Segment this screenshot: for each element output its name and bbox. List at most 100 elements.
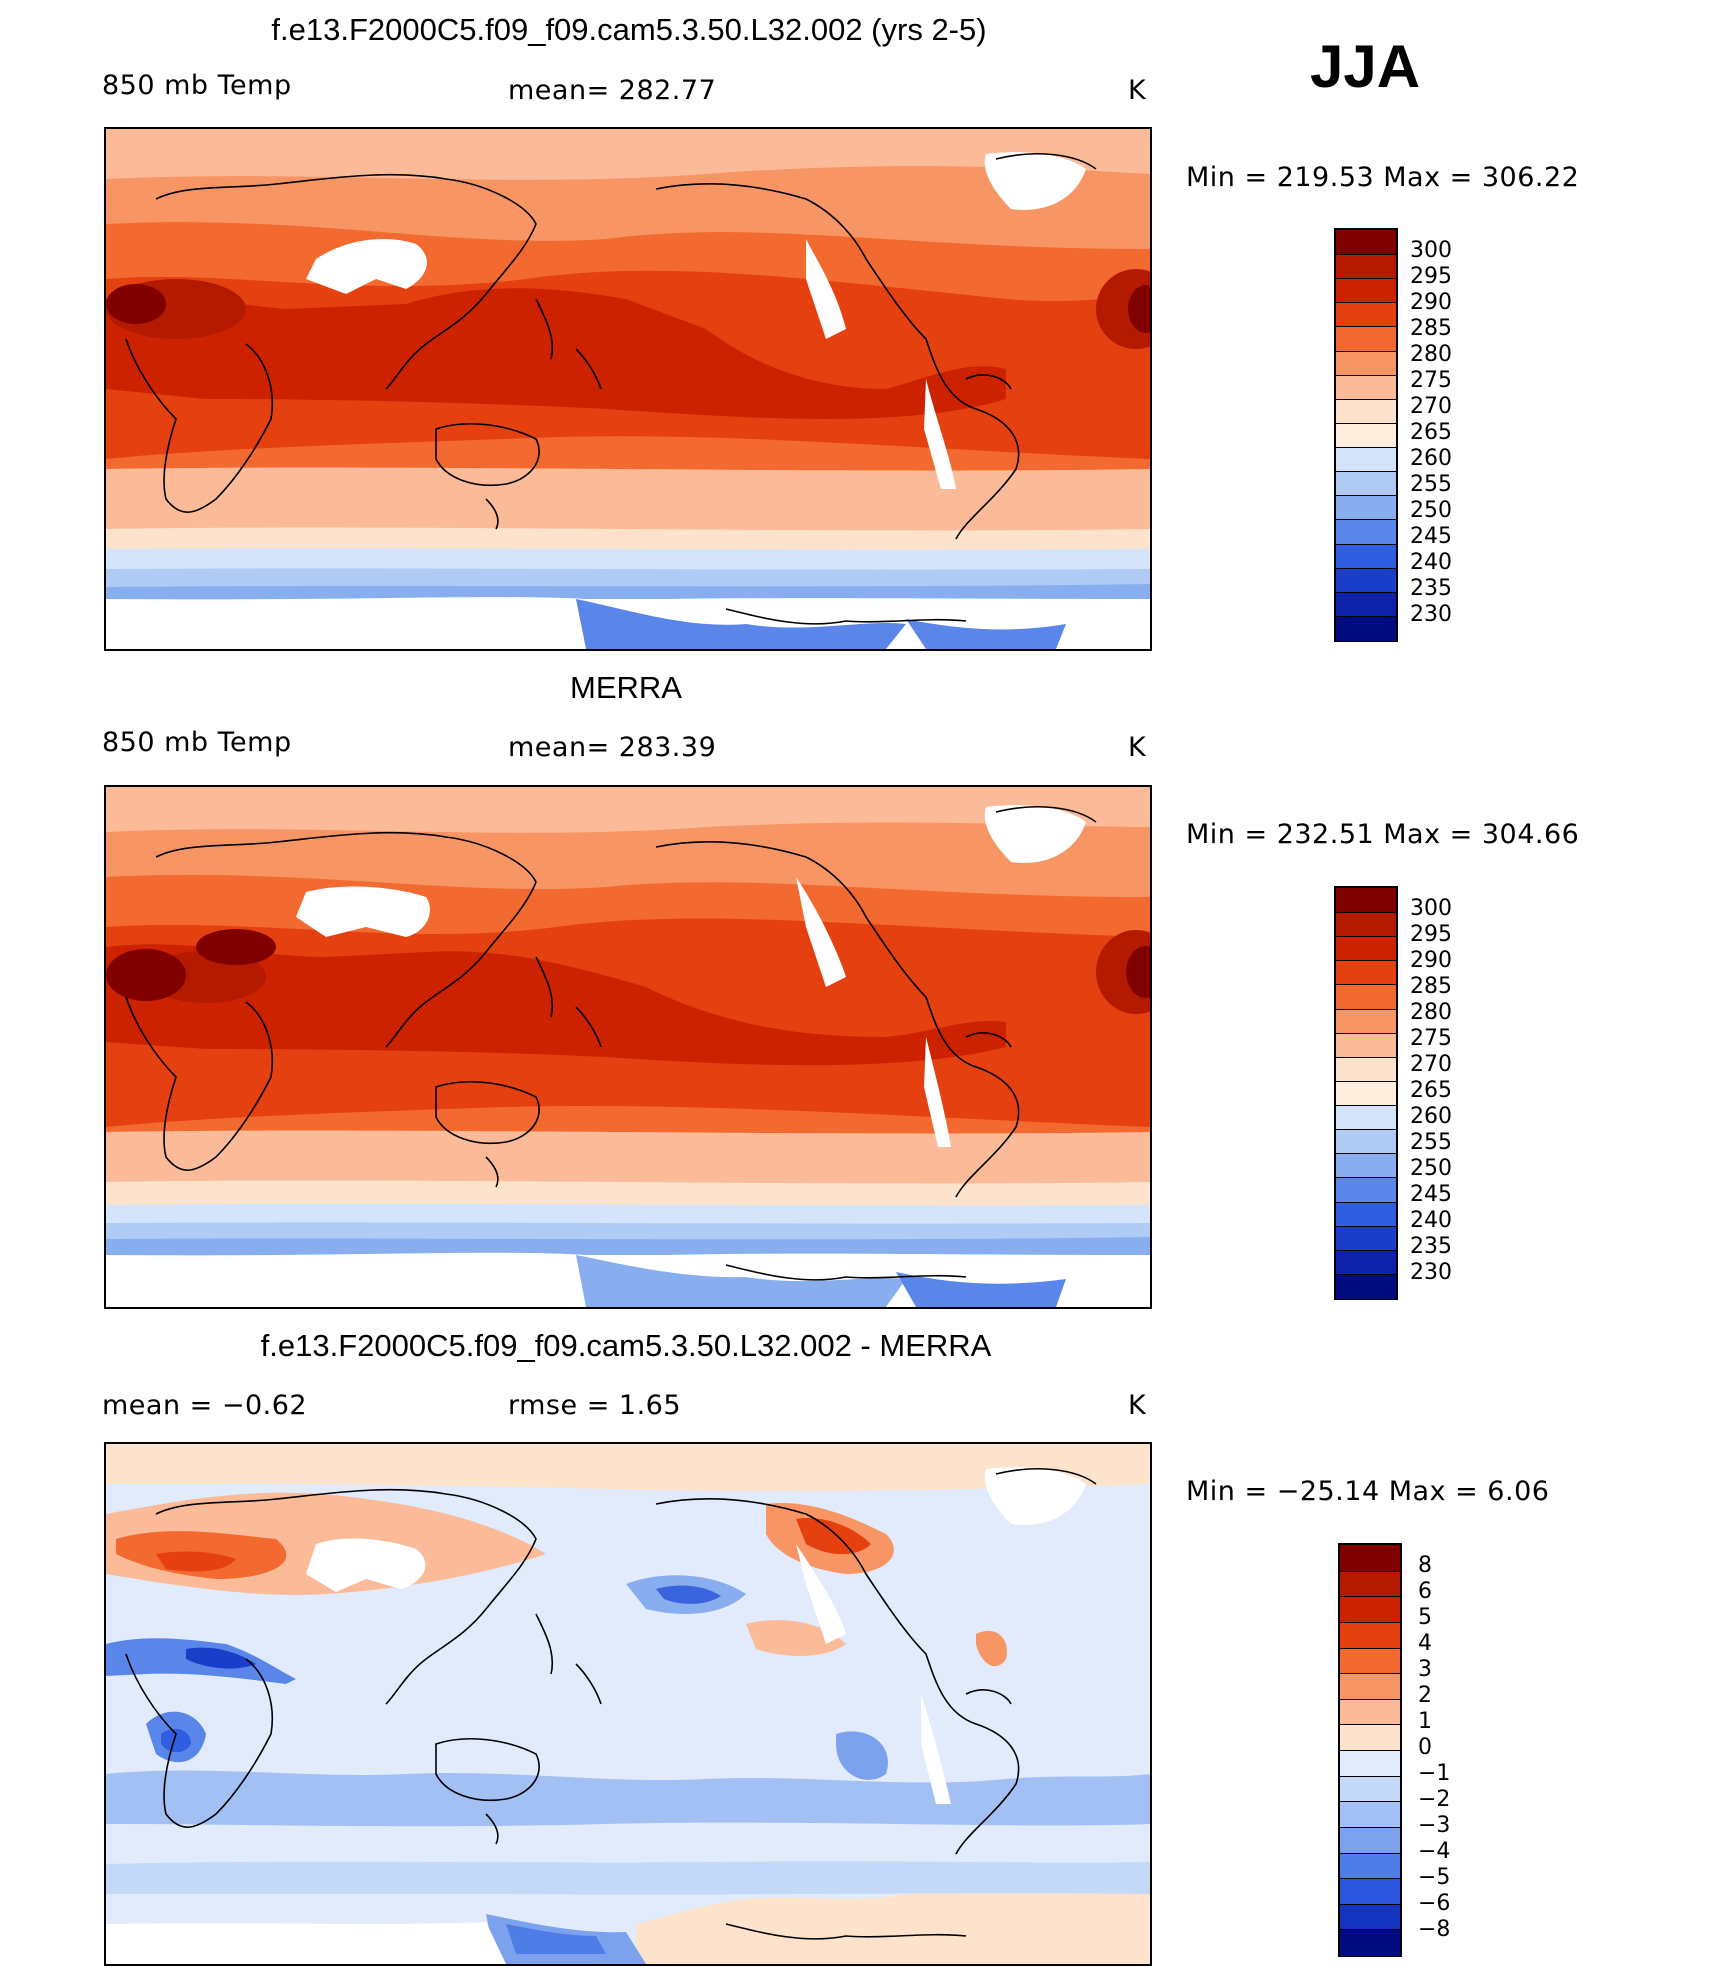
colorbar-swatch	[1336, 447, 1396, 473]
panel-model-colorbar-tick: 230	[1410, 602, 1452, 627]
colorbar-swatch	[1340, 1826, 1400, 1854]
colorbar-swatch	[1336, 471, 1396, 497]
panel-model-colorbar-tick: 280	[1410, 342, 1452, 367]
panel-obs-minmax-label: Min = 232.51 Max = 304.66	[1186, 819, 1580, 850]
panel-diff-mean-label: mean = −0.62	[102, 1390, 308, 1421]
panel-model-units-label: K	[1128, 75, 1147, 106]
panel-model-colorbar-tick: 235	[1410, 576, 1452, 601]
panel-obs-colorbar-tick: 255	[1410, 1130, 1452, 1155]
panel-diff-colorbar-tick: 6	[1418, 1579, 1432, 1604]
panel-obs-colorbar	[1334, 886, 1398, 1300]
colorbar-swatch	[1340, 1878, 1400, 1905]
colorbar-swatch	[1336, 422, 1396, 449]
colorbar-swatch	[1340, 1750, 1400, 1777]
panel-diff-colorbar	[1338, 1543, 1402, 1957]
panel-obs-colorbar-tick: 290	[1410, 948, 1452, 973]
colorbar-swatch	[1336, 984, 1396, 1010]
panel-obs-units-label: K	[1128, 732, 1147, 763]
panel-model-variable-label: 850 mb Temp	[102, 70, 292, 101]
panel-obs-map-graphic	[106, 787, 1150, 1307]
colorbar-swatch	[1336, 912, 1396, 938]
panel-diff-colorbar-tick: −5	[1418, 1865, 1451, 1890]
panel-diff-minmax-label: Min = −25.14 Max = 6.06	[1186, 1476, 1550, 1507]
panel-diff-colorbar-tick: −8	[1418, 1917, 1451, 1942]
panel-model-minmax-label: Min = 219.53 Max = 306.22	[1186, 162, 1580, 193]
panel-model-colorbar-tick: 290	[1410, 290, 1452, 315]
panel-model-map-graphic	[106, 129, 1150, 649]
panel-diff-colorbar-tick: 3	[1418, 1657, 1432, 1682]
colorbar-swatch	[1336, 567, 1396, 593]
panel-model-colorbar-tick: 245	[1410, 524, 1452, 549]
panel-obs-colorbar-tick: 240	[1410, 1208, 1452, 1233]
colorbar-swatch	[1336, 374, 1396, 400]
panel-model-colorbar-tick: 250	[1410, 498, 1452, 523]
colorbar-swatch	[1336, 936, 1396, 962]
panel-diff-title: f.e13.F2000C5.f09_f09.cam5.3.50.L32.002 …	[260, 1328, 992, 1363]
colorbar-swatch	[1336, 398, 1396, 424]
panel-obs-map	[104, 785, 1152, 1309]
panel-model-colorbar-tick: 255	[1410, 472, 1452, 497]
colorbar-swatch	[1340, 1621, 1400, 1649]
colorbar-swatch	[1336, 1273, 1396, 1299]
panel-model-colorbar-tick: 270	[1410, 394, 1452, 419]
colorbar-swatch	[1336, 1105, 1396, 1131]
colorbar-swatch	[1336, 495, 1396, 521]
panel-obs-colorbar-tick: 280	[1410, 1000, 1452, 1025]
colorbar-swatch	[1336, 543, 1396, 569]
colorbar-swatch	[1340, 1698, 1400, 1726]
season-label: JJA	[1310, 33, 1421, 100]
panel-diff-colorbar-tick: −4	[1418, 1839, 1451, 1864]
panel-model-mean-label: mean= 282.77	[508, 75, 717, 106]
colorbar-swatch	[1336, 1080, 1396, 1107]
colorbar-swatch	[1336, 591, 1396, 617]
panel-obs-title: MERRA	[570, 670, 682, 705]
colorbar-swatch	[1340, 1596, 1400, 1623]
colorbar-swatch	[1336, 1056, 1396, 1082]
panel-model-colorbar-tick: 285	[1410, 316, 1452, 341]
panel-model-map	[104, 127, 1152, 651]
panel-obs-colorbar-tick: 275	[1410, 1026, 1452, 1051]
panel-obs-colorbar-tick: 300	[1410, 896, 1452, 921]
colorbar-swatch	[1340, 1775, 1400, 1803]
colorbar-swatch	[1340, 1929, 1400, 1956]
colorbar-swatch	[1336, 254, 1396, 280]
colorbar-swatch	[1336, 615, 1396, 641]
panel-obs-colorbar-tick: 270	[1410, 1052, 1452, 1077]
panel-diff-map	[104, 1442, 1152, 1966]
panel-obs-colorbar-tick: 230	[1410, 1260, 1452, 1285]
panel-model-colorbar-tick: 295	[1410, 264, 1452, 289]
panel-obs-mean-label: mean= 283.39	[508, 732, 717, 763]
panel-obs-colorbar-tick: 295	[1410, 922, 1452, 947]
colorbar-swatch	[1336, 278, 1396, 304]
colorbar-swatch	[1336, 230, 1396, 255]
panel-obs-colorbar-labels: 300 295 290 285 280 275 270 265 260 255 …	[1410, 896, 1510, 1296]
panel-diff-colorbar-tick: 8	[1418, 1553, 1432, 1578]
panel-model-colorbar-labels: 300 295 290 285 280 275 270 265 260 255 …	[1410, 238, 1510, 638]
panel-model-colorbar-tick: 260	[1410, 446, 1452, 471]
panel-model-colorbar	[1334, 228, 1398, 642]
panel-model-colorbar-tick: 240	[1410, 550, 1452, 575]
colorbar-swatch	[1336, 1249, 1396, 1275]
panel-diff-colorbar-tick: −3	[1418, 1813, 1451, 1838]
colorbar-swatch	[1336, 1129, 1396, 1155]
panel-obs-colorbar-tick: 235	[1410, 1234, 1452, 1259]
panel-diff-colorbar-labels: 8 6 5 4 3 2 1 0 −1 −2 −3 −4 −5 −6 −8	[1418, 1553, 1518, 1953]
panel-diff-colorbar-tick: 5	[1418, 1605, 1432, 1630]
colorbar-swatch	[1336, 888, 1396, 913]
panel-diff-colorbar-tick: −6	[1418, 1891, 1451, 1916]
colorbar-swatch	[1336, 519, 1396, 545]
panel-diff-colorbar-tick: 1	[1418, 1709, 1432, 1734]
panel-obs-variable-label: 850 mb Temp	[102, 727, 292, 758]
colorbar-swatch	[1340, 1545, 1400, 1571]
colorbar-swatch	[1336, 1225, 1396, 1251]
panel-model-title: f.e13.F2000C5.f09_f09.cam5.3.50.L32.002 …	[271, 12, 987, 47]
colorbar-swatch	[1340, 1852, 1400, 1880]
colorbar-swatch	[1336, 326, 1396, 352]
panel-model-colorbar-tick: 275	[1410, 368, 1452, 393]
colorbar-swatch	[1336, 1177, 1396, 1203]
colorbar-swatch	[1340, 1647, 1400, 1675]
colorbar-swatch	[1336, 1153, 1396, 1179]
colorbar-swatch	[1336, 350, 1396, 376]
colorbar-swatch	[1340, 1570, 1400, 1598]
panel-obs-colorbar-tick: 245	[1410, 1182, 1452, 1207]
